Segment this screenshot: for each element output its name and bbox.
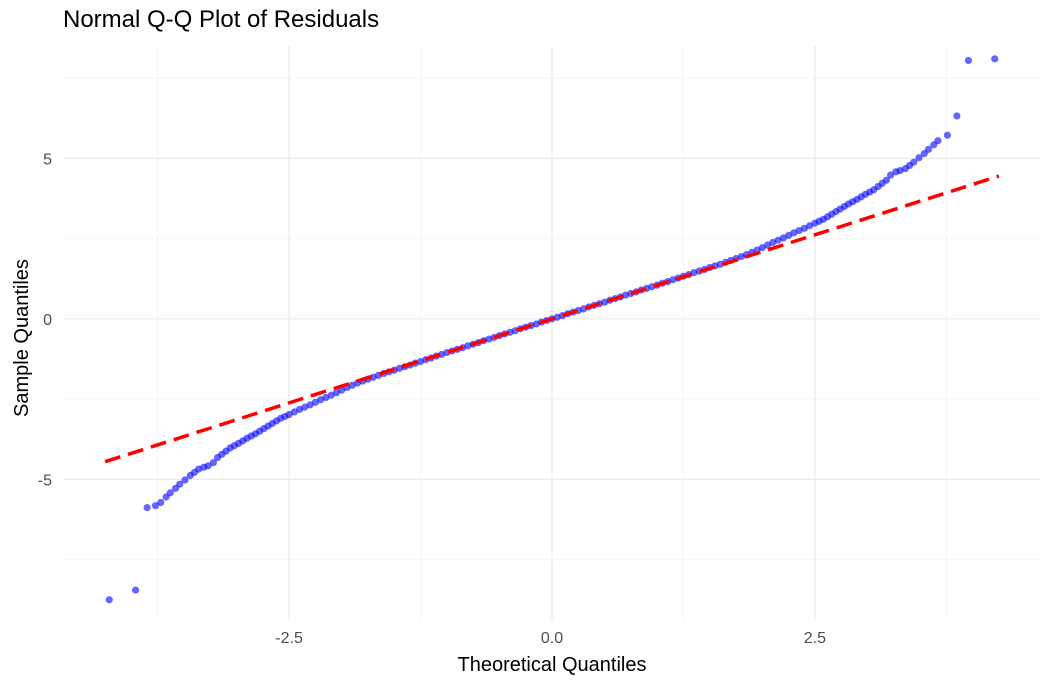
data-point — [105, 596, 113, 604]
x-tick-label: 0.0 — [541, 630, 563, 647]
data-point — [151, 502, 160, 510]
y-tick-labels: -5 0 5 — [38, 151, 52, 489]
x-tick-label: -2.5 — [275, 630, 303, 647]
data-point — [934, 137, 942, 145]
x-axis-title: Theoretical Quantiles — [458, 654, 647, 676]
data-point — [176, 480, 184, 488]
x-tick-label: 2.5 — [804, 630, 826, 647]
data-point — [953, 112, 961, 120]
y-tick-label: 0 — [43, 312, 52, 329]
data-point — [166, 489, 174, 497]
data-point — [204, 462, 212, 470]
data-point — [991, 55, 999, 63]
reference-line — [104, 174, 1000, 464]
reference-line-layer — [104, 174, 1000, 464]
data-point — [924, 145, 933, 153]
x-tick-labels: -2.5 0.0 2.5 — [275, 630, 826, 647]
data-point — [209, 459, 217, 467]
data-point — [915, 154, 923, 162]
data-point — [887, 171, 895, 179]
data-point — [131, 586, 140, 594]
y-tick-label: 5 — [43, 151, 52, 168]
chart-title: Normal Q-Q Plot of Residuals — [63, 6, 380, 33]
grid-lines — [63, 46, 1041, 619]
data-point — [964, 56, 973, 65]
data-point — [181, 476, 189, 484]
data-point — [910, 158, 918, 166]
data-point — [943, 131, 952, 139]
y-axis-title: Sample Quantiles — [11, 259, 33, 417]
data-point — [882, 176, 891, 184]
data-point — [143, 504, 151, 512]
data-point — [157, 498, 165, 507]
y-tick-label: -5 — [38, 472, 52, 489]
